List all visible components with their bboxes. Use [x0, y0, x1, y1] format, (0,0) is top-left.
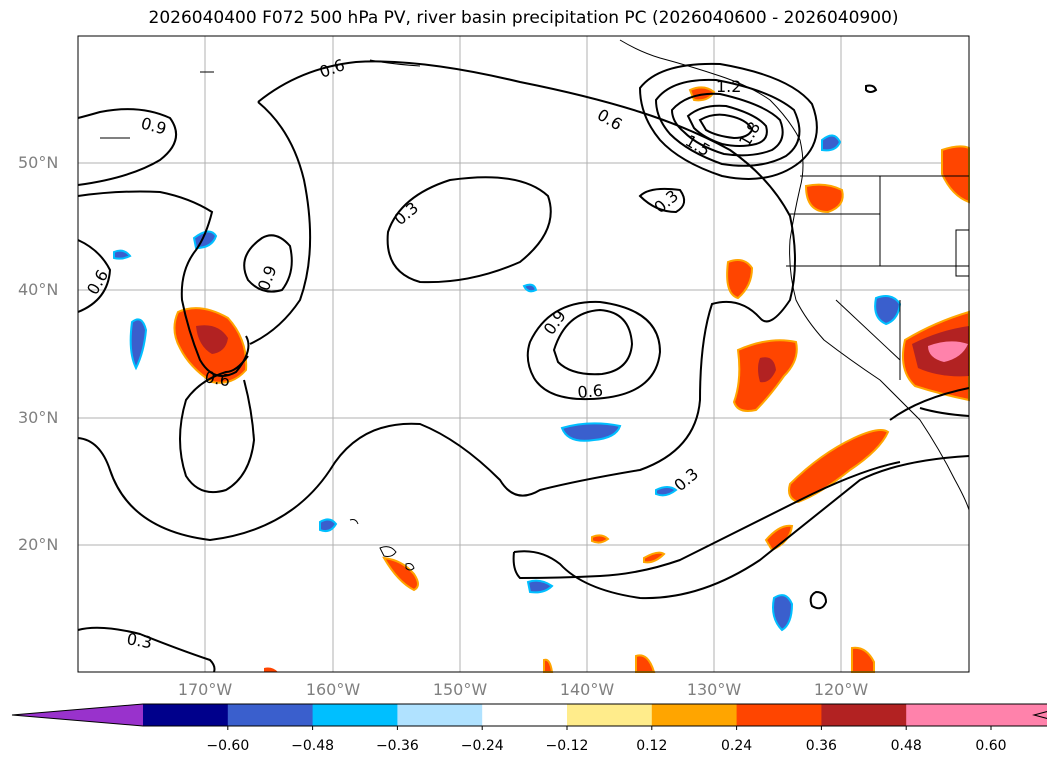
- colorbar-extension-low: [12, 704, 143, 726]
- plot-frame: [77, 35, 970, 673]
- lon-label: 120°W: [813, 680, 869, 699]
- colorbar-segment: [991, 704, 1047, 726]
- colorbar-tick-label: −0.48: [291, 738, 335, 754]
- colorbar-segment: [143, 704, 229, 726]
- colorbar-segment: [906, 704, 992, 726]
- colorbar-segment: [397, 704, 483, 726]
- colorbar-tick-label: 0.36: [805, 738, 837, 754]
- lon-label: 150°W: [432, 680, 488, 699]
- pv-contours: [77, 60, 970, 673]
- contour-label: 0.6: [577, 381, 604, 402]
- lon-label: 160°W: [305, 680, 361, 699]
- colorbar-tick-label: 0.12: [636, 738, 668, 754]
- colorbar-segment: [736, 704, 822, 726]
- colorbar-segment: [567, 704, 653, 726]
- colorbar-segment: [651, 704, 738, 726]
- colorbar-tick-label: 0.24: [721, 738, 753, 754]
- colorbar-segment: [312, 704, 398, 726]
- contour-label: 0.3: [125, 629, 153, 652]
- contour-label: 0.6: [203, 367, 231, 390]
- coastlines: [100, 39, 970, 571]
- precip-negative: [113, 134, 902, 632]
- map-title: 2026040400 F072 500 hPa PV, river basin …: [148, 8, 899, 28]
- colorbar: [11, 703, 1047, 730]
- lat-label: 20°N: [18, 535, 59, 554]
- colorbar-tick-label: −0.60: [206, 738, 250, 754]
- colorbar-segment: [482, 704, 568, 726]
- contour-label: 1.2: [716, 77, 741, 96]
- lat-label: 30°N: [18, 408, 59, 427]
- lat-label: 50°N: [18, 153, 59, 172]
- colorbar-outline: [11, 703, 1047, 727]
- colorbar-tick-label: 0.60: [975, 738, 1007, 754]
- colorbar-segment: [821, 704, 907, 726]
- lon-label: 170°W: [177, 680, 233, 699]
- colorbar-tick-label: 0.48: [890, 738, 922, 754]
- lon-label: 130°W: [686, 680, 742, 699]
- colorbar-extension-high: [1034, 711, 1047, 719]
- colorbar-tick-label: −0.24: [460, 738, 504, 754]
- lat-label: 40°N: [18, 280, 59, 299]
- lon-label: 140°W: [559, 680, 615, 699]
- colorbar-tick-label: −0.12: [545, 738, 589, 754]
- colorbar-tick-label: −0.36: [375, 738, 419, 754]
- precip-positive: [173, 86, 970, 673]
- colorbar-segment: [227, 704, 314, 726]
